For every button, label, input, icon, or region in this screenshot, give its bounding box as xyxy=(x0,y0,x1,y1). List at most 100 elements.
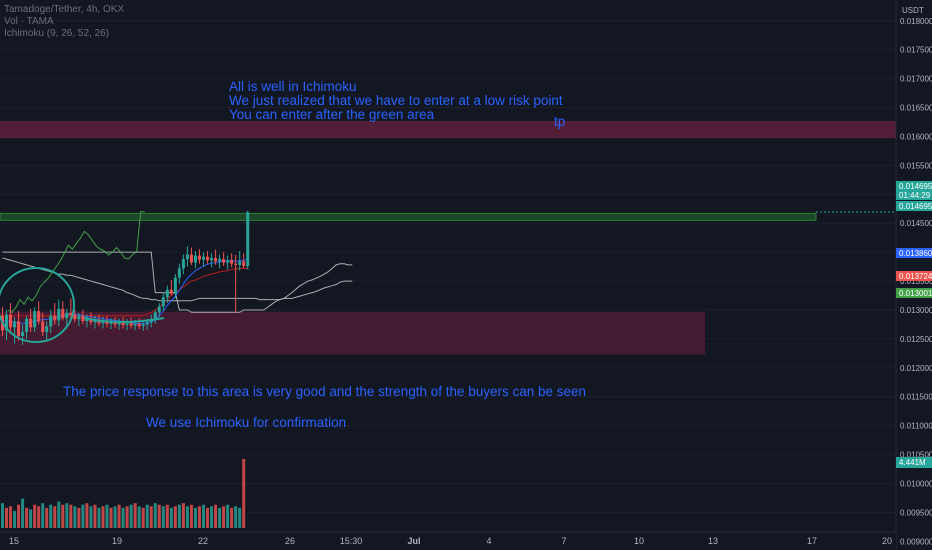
volume-bar xyxy=(202,504,205,528)
volume-bar xyxy=(73,506,77,528)
volume-bar xyxy=(49,504,53,528)
y-tick-label: 0.014500 xyxy=(900,219,932,228)
candle-body xyxy=(133,323,137,326)
candle-body xyxy=(49,315,53,327)
volume-bar xyxy=(149,506,153,528)
chikou-span-line xyxy=(7,211,145,313)
volume-bar xyxy=(137,506,141,528)
y-tick-label: 0.011500 xyxy=(900,393,932,402)
y-tick-label: 0.012000 xyxy=(900,364,932,373)
ichimoku-indicator-line[interactable]: Ichimoku (9, 26, 52, 26) xyxy=(4,28,110,39)
senkou-span-b-line xyxy=(2,251,353,313)
zone-tp xyxy=(0,120,896,139)
candle-body xyxy=(193,255,197,263)
candle-body xyxy=(185,254,189,260)
candle-body xyxy=(5,314,9,331)
candle-body xyxy=(202,256,205,260)
price-badge xyxy=(896,248,932,258)
price-badge xyxy=(896,271,932,281)
candle-body xyxy=(226,260,230,263)
x-tick-label: 4 xyxy=(486,536,491,546)
volume-bar xyxy=(181,503,185,528)
x-tick-label: 20 xyxy=(882,536,892,546)
candle-body xyxy=(214,257,218,262)
candle-body xyxy=(206,256,210,261)
candle-body xyxy=(109,322,113,324)
volume-bar xyxy=(33,504,37,528)
candle-body xyxy=(218,259,222,262)
y-tick-label: 0.016500 xyxy=(900,104,932,113)
candle-body xyxy=(101,321,105,324)
ichimoku-note-3: You can enter after the green area xyxy=(229,107,435,122)
volume-bar xyxy=(57,501,61,528)
tp-label: tp xyxy=(554,114,566,129)
x-tick-label: 22 xyxy=(198,536,208,546)
volume-bar xyxy=(113,506,117,528)
candle-body xyxy=(161,297,165,307)
y-tick-label: 0.016000 xyxy=(900,132,932,141)
y-tick-label: 0.017500 xyxy=(900,46,932,55)
price-badge-label: 0.013001 xyxy=(899,289,932,298)
candle-body xyxy=(25,318,29,332)
x-tick-label: 15:30 xyxy=(340,536,363,546)
candle-body xyxy=(81,315,85,321)
candle-body xyxy=(246,212,250,267)
candle-body xyxy=(157,306,161,313)
volume-bar xyxy=(81,504,85,528)
volume-bar xyxy=(53,506,57,528)
ichimoku-note-1: All is well in Ichimoku xyxy=(229,79,357,94)
volume-bar xyxy=(5,507,9,528)
y-tick-label: 0.013000 xyxy=(900,306,932,315)
volume-indicator-line[interactable]: Vol · TAMA xyxy=(4,16,54,27)
candle-body xyxy=(65,312,69,319)
volume-bar xyxy=(242,459,246,528)
volume-bar xyxy=(85,503,89,528)
volume-bar xyxy=(41,503,45,528)
candle-body xyxy=(137,323,141,327)
candle-body xyxy=(234,263,238,265)
price-axis-unit: USDT xyxy=(902,6,924,15)
volume-bar xyxy=(234,506,238,528)
volume-bar xyxy=(197,506,201,528)
volume-bar xyxy=(141,507,145,528)
candle-body xyxy=(173,277,177,294)
y-tick-label: 0.010500 xyxy=(900,451,932,460)
price-badge xyxy=(896,181,932,191)
volume-bar xyxy=(21,498,25,528)
volume-bar xyxy=(93,504,97,528)
symbol-line[interactable]: Tamadoge/Tether, 4h, OKX xyxy=(4,4,125,15)
y-tick-label: 0.009500 xyxy=(900,508,932,517)
zone-entry-outline xyxy=(0,212,817,221)
candle-body xyxy=(121,322,125,326)
candle-body xyxy=(129,323,133,326)
candle-body xyxy=(89,318,93,323)
candle-body xyxy=(77,315,81,320)
kijun-sen-line xyxy=(2,267,248,317)
volume-bar xyxy=(121,507,125,528)
volume-bar xyxy=(230,507,234,528)
volume-bar xyxy=(97,507,101,528)
volume-bar xyxy=(161,506,165,528)
volume-bar xyxy=(29,509,33,528)
candle-body xyxy=(181,259,185,269)
candle-body xyxy=(29,318,33,328)
x-tick-label: 10 xyxy=(634,536,644,546)
y-tick-label: 0.017000 xyxy=(900,75,932,84)
price-badge xyxy=(896,201,932,211)
volume-bar xyxy=(129,504,133,528)
candle-body xyxy=(141,324,145,327)
annotation-underline xyxy=(83,317,165,323)
volume-bar xyxy=(1,503,4,528)
volume-bar xyxy=(61,504,65,528)
volume-bar xyxy=(157,504,161,528)
candle-body xyxy=(37,311,41,322)
candle-body xyxy=(153,312,157,320)
y-tick-label: 0.018000 xyxy=(900,17,932,26)
volume-bar xyxy=(17,504,21,528)
candle-body xyxy=(41,321,45,332)
candle-body xyxy=(238,261,242,265)
candle-body xyxy=(230,260,234,264)
volume-badge xyxy=(896,457,932,468)
x-tick-label: 19 xyxy=(112,536,122,546)
